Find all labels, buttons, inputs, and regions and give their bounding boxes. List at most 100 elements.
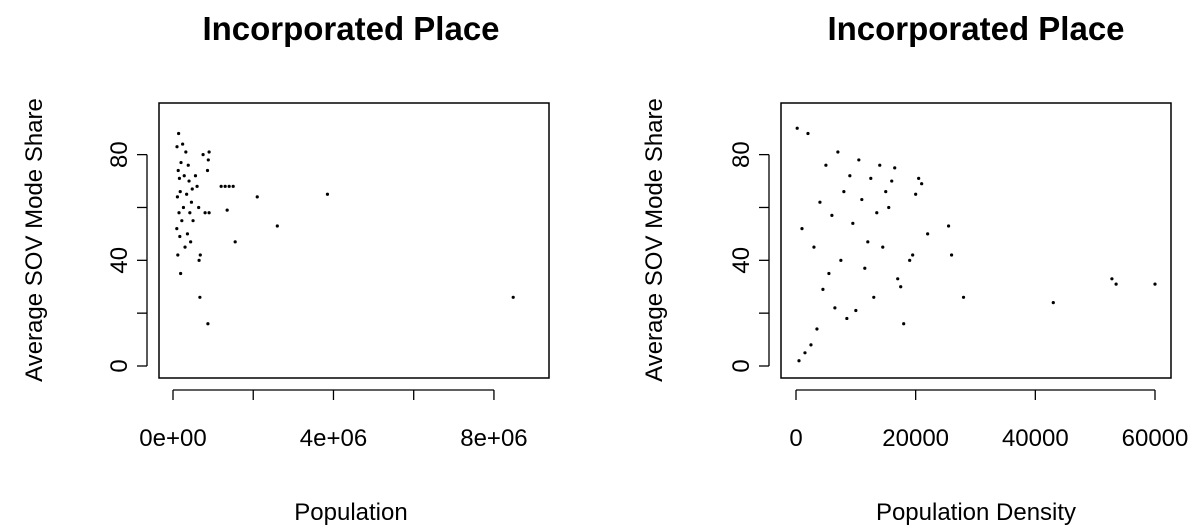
x-axis: 0e+00 4e+06 8e+06 [139,389,528,452]
y-axis: 0 40 80 [728,141,770,373]
data-point [186,163,190,167]
data-point [179,271,183,276]
data-point [920,182,924,186]
data-point [195,184,199,188]
y-tick-label: 0 [728,359,755,372]
data-point [255,195,259,199]
data-point [175,145,179,149]
data-point [833,306,837,310]
data-point [206,158,210,162]
data-point [206,322,210,326]
x-tick-label: 20000 [882,425,949,452]
data-point [869,176,873,181]
data-point [227,184,231,188]
data-point [845,316,849,321]
data-point [198,295,202,299]
data-point [899,285,903,289]
data-point [193,174,198,178]
data-point [800,227,804,231]
data-point [911,253,915,257]
data-point [325,192,330,196]
data-point [205,168,210,173]
data-point [881,245,885,249]
data-point [890,179,894,183]
data-point [180,219,184,223]
data-point [946,224,951,228]
data-point [197,258,201,262]
data-point [961,295,966,299]
data-point [178,234,182,239]
data-point [797,359,801,363]
y-tick-label: 40 [728,247,755,274]
data-points [795,126,1157,363]
chart-population-density: Incorporated Place Average SOV Mode Shar… [641,10,1188,526]
data-point [815,327,819,331]
data-point [201,153,205,157]
y-tick-label: 0 [106,359,133,372]
data-point [185,192,189,196]
data-point [181,142,185,146]
y-tick-label: 80 [106,141,133,168]
data-point [818,200,822,204]
x-tick-label: 0e+00 [139,425,206,452]
data-point [203,211,207,215]
data-point [860,197,864,202]
data-point [836,150,840,154]
data-point [824,163,828,167]
y-axis-label: Average SOV Mode Share [21,98,48,382]
data-point [887,205,891,210]
data-point [866,240,870,244]
data-point [207,211,211,215]
data-point [183,245,187,249]
data-point [197,205,201,210]
data-point [878,163,882,167]
data-point [185,232,190,236]
x-tick-label: 60000 [1122,425,1189,452]
data-point [225,208,229,212]
plot-frame [158,102,550,379]
y-tick-label: 80 [728,141,755,168]
data-point [908,258,912,262]
y-axis: 0 40 80 [106,141,148,373]
data-point [848,174,852,178]
data-point [181,205,186,210]
data-point [884,190,888,194]
plot-frame [780,102,1172,379]
data-point [198,253,202,257]
data-point [827,271,831,276]
data-point [176,253,180,257]
data-point [511,295,515,299]
data-point [190,187,194,191]
data-point [177,211,181,215]
data-point [917,176,921,181]
data-points [175,131,515,326]
data-point [809,343,813,347]
data-point [1153,282,1157,286]
data-point [182,174,186,178]
y-axis-label: Average SOV Mode Share [641,98,668,382]
data-point [914,192,918,196]
x-tick-label: 4e+06 [300,425,367,452]
data-point [821,287,825,291]
data-point [896,277,900,281]
data-point [1110,277,1114,281]
data-point [893,166,897,170]
data-point [949,253,954,257]
x-tick-label: 0 [789,425,802,452]
data-point [178,190,182,194]
data-point [812,245,816,249]
data-point [275,224,279,228]
data-point [219,184,223,188]
x-axis-label: Population [294,499,407,526]
data-point [803,351,807,355]
data-point [1114,282,1118,286]
data-point [231,184,235,188]
data-point [175,227,179,231]
data-point [176,168,180,173]
data-point [926,232,930,236]
data-point [223,184,227,188]
data-point [233,240,237,244]
data-point [839,258,843,262]
data-point [207,150,211,154]
